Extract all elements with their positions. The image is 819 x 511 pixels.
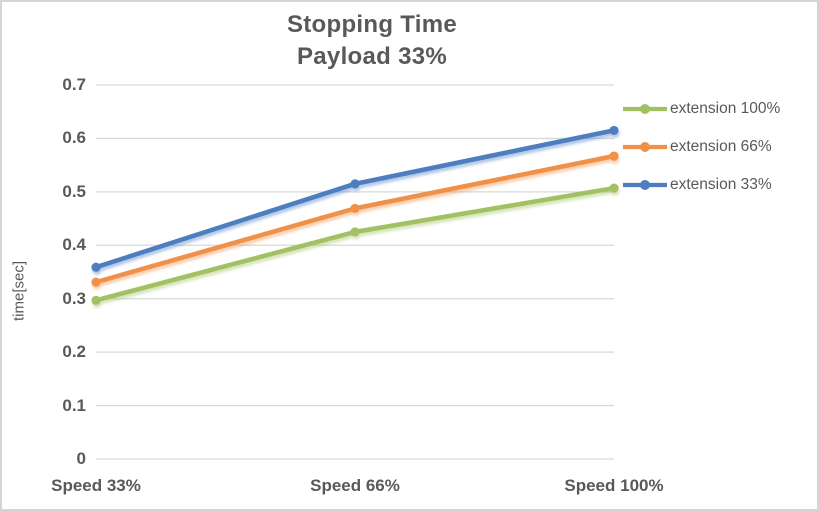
y-tick-label: 0.6 bbox=[62, 128, 86, 148]
series-extension-33- bbox=[91, 125, 619, 272]
y-tick-label: 0.4 bbox=[62, 235, 86, 255]
y-tick-label: 0.3 bbox=[62, 288, 86, 308]
legend-label: extension 66% bbox=[670, 138, 772, 155]
legend-line-marker-icon bbox=[623, 142, 667, 152]
y-tick-label: 0.2 bbox=[62, 342, 86, 362]
legend-item: extension 33% bbox=[622, 166, 817, 204]
y-tick-label: 0.1 bbox=[62, 395, 86, 415]
x-tick-label: Speed 33% bbox=[51, 476, 141, 495]
legend-item: extension 66% bbox=[622, 128, 817, 166]
legend-line-marker-icon bbox=[623, 180, 667, 190]
series-extension-100- bbox=[91, 183, 619, 305]
x-tick-label: Speed 66% bbox=[310, 476, 400, 495]
chart-title-line2: Payload 33% bbox=[296, 43, 448, 70]
series-extension-66- bbox=[91, 151, 619, 287]
legend-label: extension 100% bbox=[670, 100, 781, 117]
legend-label: extension 33% bbox=[670, 176, 772, 193]
legend-line-marker-icon bbox=[623, 104, 667, 114]
chart-title-line1: Stopping Time bbox=[286, 11, 458, 38]
x-tick-label: Speed 100% bbox=[564, 476, 664, 495]
y-tick-label: 0.7 bbox=[62, 75, 86, 94]
legend: extension 100% extension 66% extension 3… bbox=[622, 90, 817, 204]
legend-item: extension 100% bbox=[622, 90, 817, 128]
y-tick-label: 0 bbox=[76, 449, 86, 468]
gridlines bbox=[96, 84, 614, 460]
chart-title: Stopping Time Payload 33% bbox=[92, 9, 652, 73]
y-tick-label: 0.5 bbox=[62, 181, 86, 201]
